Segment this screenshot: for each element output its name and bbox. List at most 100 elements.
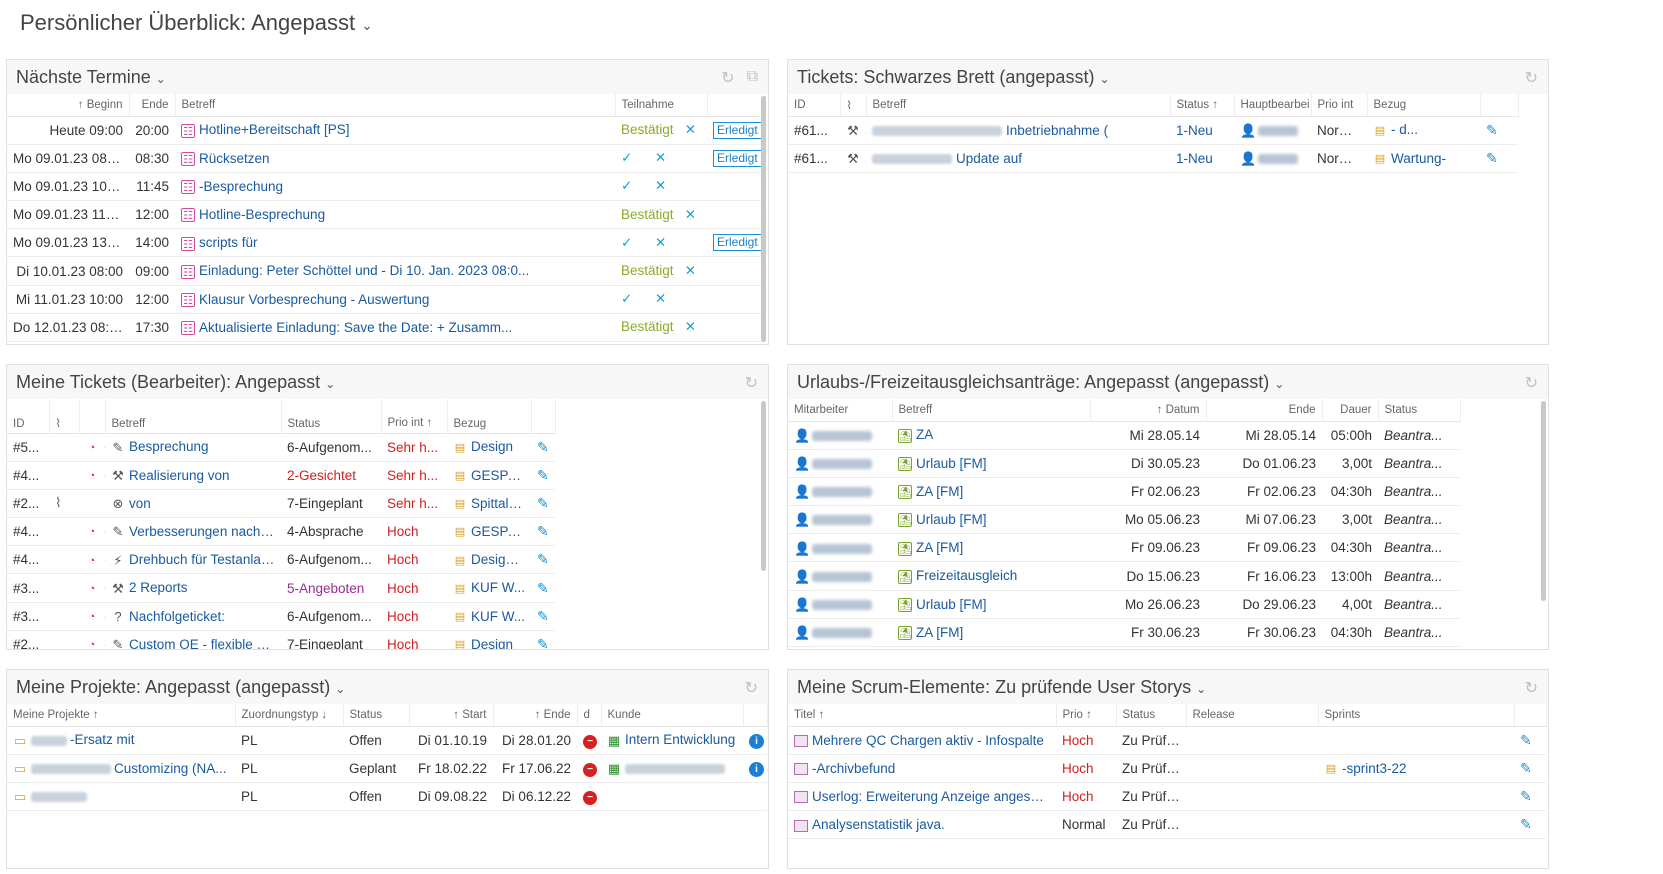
edit-icon[interactable]: ✎	[537, 438, 549, 455]
ticket-edit[interactable]: ✎	[531, 489, 555, 519]
edit-icon[interactable]: ✎	[537, 523, 549, 540]
scrollbar[interactable]	[1541, 401, 1546, 601]
table-row[interactable]: 👤 ⛱ Urlaub [FM] Mo 26.06.23 Do 29.06.23 4,00t…	[788, 590, 1460, 619]
ticket-betreff[interactable]: Update auf	[866, 144, 1170, 173]
table-row[interactable]: #4... ◔ ✎ Verbesserungen nach ... 4-Absprach…	[7, 517, 555, 547]
ticket-edit[interactable]: ✎	[531, 573, 555, 603]
table-row[interactable]: Di 10.01.23 08:00 09:00 ☷ Einladung: Peter …	[7, 256, 765, 286]
panel-title[interactable]: Meine Tickets (Bearbeiter): Angepasst ⌄	[16, 371, 336, 392]
termin-betreff[interactable]: ☷ Hotline-Besprechung	[175, 200, 615, 230]
table-row[interactable]: ▭ Customizing (NA... PL Geplant Fr 18.02.22 F…	[7, 754, 767, 783]
table-row[interactable]: Userlog: Erweiterung Anzeige angeschl...…	[788, 782, 1546, 812]
edit-icon[interactable]: ✎	[537, 635, 549, 650]
decline-icon[interactable]: ✕	[684, 263, 697, 279]
decline-icon[interactable]: ✕	[654, 234, 667, 250]
story-titel[interactable]: Userlog: Erweiterung Anzeige angeschl...	[788, 782, 1056, 812]
chevron-down-icon[interactable]: ⌄	[1099, 71, 1110, 86]
termin-teilnahme[interactable]: ✓ ✕	[615, 172, 707, 202]
column-header-prio[interactable]: Prio int	[1311, 94, 1368, 117]
edit-icon[interactable]: ✎	[537, 607, 549, 624]
column-header-sprints[interactable]: Sprints	[1318, 704, 1515, 727]
projekt-kunde[interactable]: ▦	[601, 754, 743, 783]
column-header-release[interactable]: Release	[1186, 704, 1319, 727]
edit-icon[interactable]: ✎	[537, 466, 549, 483]
ticket-betreff[interactable]: ⊗ von	[105, 489, 281, 519]
projekt-name[interactable]: ▭ Customizing (NA...	[7, 754, 235, 783]
story-edit[interactable]: ✎	[1514, 754, 1546, 783]
termin-teilnahme[interactable]: Bestätigt ✕	[615, 256, 707, 286]
ticket-betreff[interactable]: ✎ Custom OE - flexible Fe...	[105, 630, 281, 649]
table-row[interactable]: #3... ◔ ⚒ 2 Reports 5-Angeboten Hoch ▤ KUF W...…	[7, 573, 555, 603]
column-header-betreff[interactable]: Betreff	[105, 399, 282, 434]
ticket-status[interactable]: 1-Neu	[1170, 116, 1234, 145]
ticket-bezug[interactable]: ▤ Design	[447, 630, 531, 649]
table-row[interactable]: #2... ◔ ✎ Custom OE - flexible Fe... 7-Einge…	[7, 630, 555, 650]
refresh-icon[interactable]: ↻	[721, 70, 735, 87]
edit-icon[interactable]: ✎	[1520, 731, 1532, 748]
table-row[interactable]: #5... ◔ ✎ Besprechung 6-Aufgenom... Sehr h...…	[7, 433, 555, 462]
column-header-prio[interactable]: Prio int ↑	[381, 399, 448, 434]
decline-icon[interactable]: ✕	[654, 178, 667, 194]
decline-icon[interactable]: ✕	[654, 150, 667, 166]
panel-title[interactable]: Nächste Termine ⌄	[16, 66, 166, 87]
table-row[interactable]: #3... ◔ ? Nachfolgeticket: 6-Aufgenom... Hoch…	[7, 602, 555, 631]
table-row[interactable]: #2... ⌇ ⊗ von 7-Eingeplant Sehr h... ▤ Spittal …	[7, 489, 555, 519]
ticket-bezug[interactable]: ▤ Wartung-	[1367, 144, 1480, 173]
panel-title[interactable]: Tickets: Schwarzes Brett (angepasst) ⌄	[797, 66, 1110, 87]
termin-betreff[interactable]: ☷ Hotline+Bereitschaft [PS]	[175, 116, 615, 145]
column-header-status[interactable]: Status	[281, 399, 382, 434]
table-row[interactable]: ▭ -Ersatz mit PL Offen Di 01.10.19 Di 28.01.2…	[7, 726, 767, 755]
termin-betreff[interactable]: ☷Webex-Meeting-Einladung: Bartelt - JF	[175, 341, 615, 344]
urlaub-betreff[interactable]: ⛱ ZA	[892, 421, 1090, 450]
edit-icon[interactable]: ✎	[1520, 759, 1532, 776]
ticket-bezug[interactable]: ▤ Spittal I...	[447, 489, 531, 519]
ticket-betreff[interactable]: Inbetriebnahme (	[866, 116, 1170, 145]
ticket-bezug[interactable]: ▤ KUF W...	[447, 573, 531, 603]
accept-icon[interactable]: ✓	[621, 150, 633, 166]
column-header-prio[interactable]: Prio ↑	[1056, 704, 1117, 727]
decline-icon[interactable]: ✕	[684, 319, 697, 335]
ticket-bezug[interactable]: ▤ - d...	[1367, 116, 1480, 145]
column-header-hauptbearbeiter[interactable]: Hauptbearbei	[1234, 94, 1312, 117]
info-icon[interactable]: i	[749, 733, 764, 749]
attachment-icon[interactable]: ⌇	[49, 399, 80, 434]
termin-betreff[interactable]: ☷ -Besprechung	[175, 172, 615, 202]
story-sprint[interactable]	[1318, 782, 1514, 812]
ticket-betreff[interactable]: ⚒ Realisierung von	[105, 461, 281, 490]
story-sprint[interactable]: ▤ -sprint3-22	[1318, 754, 1514, 783]
column-header-mitarbeiter[interactable]: Mitarbeiter	[788, 399, 893, 422]
column-header-ende[interactable]: ↑ Ende	[493, 704, 578, 727]
projekt-info[interactable]: i	[743, 726, 767, 755]
projekt-name[interactable]: ▭	[7, 782, 235, 812]
ticket-edit[interactable]: ✎	[531, 545, 555, 575]
column-header-d[interactable]: d	[577, 704, 602, 727]
ticket-bezug[interactable]: ▤ KUF W...	[447, 602, 531, 631]
column-header-betreff[interactable]: Betreff	[892, 399, 1091, 422]
column-header-betreff[interactable]: Betreff	[866, 94, 1171, 117]
termin-teilnahme[interactable]: ✓ ✕	[615, 144, 707, 173]
erledigt-button[interactable]: Erledigt	[713, 121, 762, 139]
urlaub-betreff[interactable]: ⛱Urlaub [FM]	[892, 590, 1090, 619]
accept-icon[interactable]: ✓	[621, 234, 633, 250]
urlaub-betreff[interactable]: ⛱ ZA [FM]	[892, 477, 1090, 507]
column-header-titel[interactable]: Titel ↑	[788, 704, 1057, 727]
table-row[interactable]: Heute 09:00 20:00 ☷ Hotline+Bereitschaft [P…	[7, 116, 765, 145]
ticket-betreff[interactable]: ? Nachfolgeticket:	[105, 602, 281, 631]
ticket-edit[interactable]: ✎	[531, 602, 555, 631]
column-header-status[interactable]: Status	[1116, 704, 1187, 727]
ticket-edit[interactable]: ✎	[1480, 144, 1518, 173]
column-header-ende[interactable]: Ende	[1206, 399, 1323, 422]
column-header-bezug[interactable]: Bezug	[1367, 94, 1481, 117]
scrollbar[interactable]	[761, 401, 766, 571]
chevron-down-icon[interactable]: ⌄	[335, 681, 346, 696]
urlaub-mitarbeiter[interactable]: 👤	[788, 590, 892, 619]
chevron-down-icon[interactable]: ⌄	[1196, 681, 1207, 696]
accept-icon[interactable]: ✓	[621, 178, 633, 194]
column-header-ende[interactable]: Ende	[129, 94, 176, 117]
edit-icon[interactable]: ✎	[1486, 121, 1498, 138]
projekt-kunde[interactable]: ▦ Intern Entwicklung	[601, 726, 743, 755]
edit-icon[interactable]: ✎	[1520, 816, 1532, 833]
table-row[interactable]: #4... ◔ ⚒ Realisierung von 2-Gesichtet Sehr h…	[7, 461, 555, 490]
termin-betreff[interactable]: ☷ Einladung: Peter Schöttel und - Di 10. …	[175, 256, 615, 286]
